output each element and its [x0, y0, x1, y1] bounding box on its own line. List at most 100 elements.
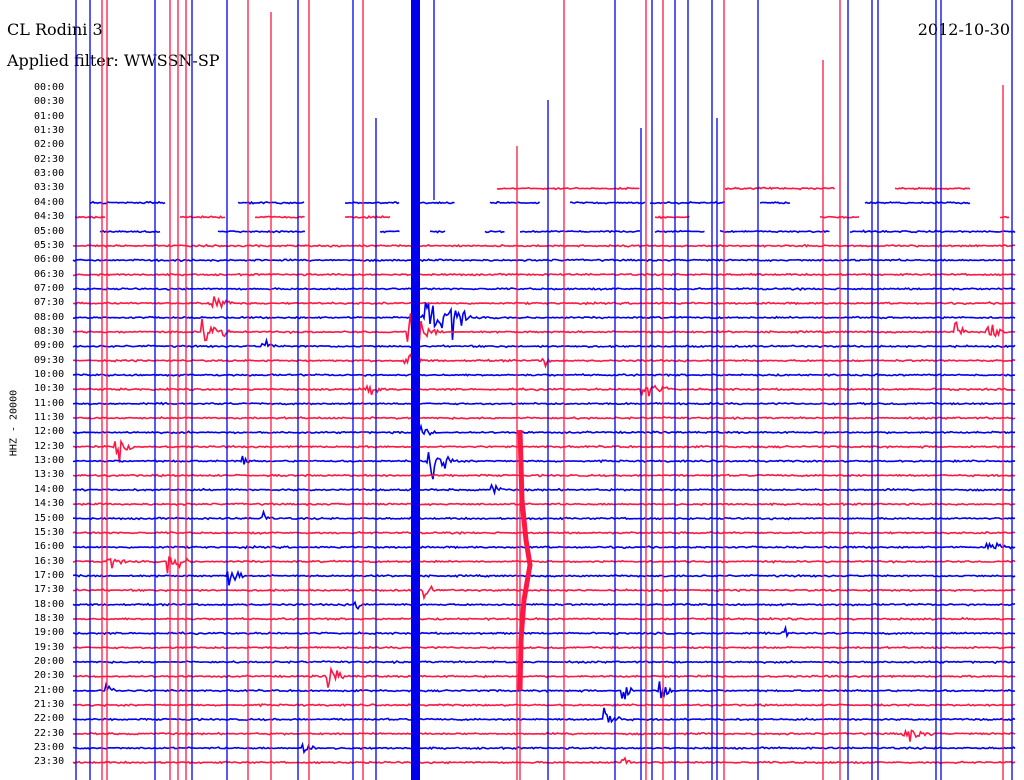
time-label: 20:30 [34, 670, 65, 682]
trace-line [73, 353, 1016, 369]
time-label: 21:30 [34, 699, 65, 711]
time-label: 19:00 [34, 627, 65, 639]
trace-line [850, 229, 1016, 234]
trace-line [999, 215, 1010, 219]
time-label: 07:00 [34, 282, 65, 294]
time-label: 04:30 [34, 211, 65, 223]
time-label: 14:30 [34, 498, 65, 510]
trace-line [72, 756, 1016, 765]
time-label: 02:00 [34, 139, 65, 151]
trace-line [344, 215, 391, 219]
time-label: 09:00 [34, 340, 65, 352]
trace-line [72, 616, 1016, 622]
trace-line [379, 230, 400, 234]
trace-line [344, 201, 400, 205]
event-trace [517, 429, 533, 691]
time-label: 17:00 [34, 569, 65, 581]
time-label: 06:00 [34, 254, 65, 266]
time-label: 15:30 [34, 526, 65, 538]
trace-line [72, 438, 1016, 463]
time-label: 08:30 [34, 325, 65, 337]
trace-line [72, 337, 1016, 349]
trace-line [72, 423, 1016, 437]
trace-line [759, 201, 791, 205]
station-title: CL Rodini 3 [7, 20, 103, 39]
trace-line [72, 530, 1016, 535]
trace-line [72, 659, 1016, 665]
trace-line [496, 186, 640, 191]
earthquake-band [411, 0, 420, 780]
time-label: 05:00 [34, 225, 65, 237]
time-label: 16:00 [34, 541, 65, 553]
trace-line [72, 741, 1016, 755]
time-label: 21:00 [34, 684, 65, 696]
trace-line [72, 302, 1016, 340]
trace-line [72, 600, 1016, 610]
trace-line [72, 666, 1016, 688]
time-label: 13:00 [34, 455, 65, 467]
time-label: 18:00 [34, 598, 65, 610]
trace-line [519, 229, 641, 234]
trace-line [72, 707, 1016, 724]
trace-line [419, 201, 455, 205]
trace-line [719, 229, 830, 234]
trace-line [179, 215, 226, 219]
time-label: 20:00 [34, 656, 65, 667]
trace-line [73, 383, 1016, 397]
trace-line [72, 541, 1016, 551]
trace-line [72, 482, 1016, 496]
trace-line [72, 287, 1016, 292]
trace-line [72, 624, 1016, 639]
time-label: 00:00 [34, 82, 65, 93]
time-label: 00:30 [34, 96, 65, 108]
time-label: 19:30 [34, 641, 65, 653]
time-label: 04:00 [34, 196, 65, 208]
time-label: 11:30 [34, 412, 65, 424]
time-label: 23:30 [34, 756, 65, 768]
trace-line [217, 229, 306, 234]
time-label: 22:00 [34, 713, 65, 725]
time-label: 10:30 [34, 383, 65, 395]
trace-line [72, 473, 1016, 478]
trace-line [99, 229, 161, 234]
trace-line [72, 502, 1016, 507]
time-label: 08:00 [34, 311, 65, 323]
trace-line [72, 272, 1016, 277]
trace-line [654, 215, 690, 220]
trace-line [864, 200, 971, 205]
trace-line [72, 258, 1015, 263]
trace-line [72, 584, 1016, 601]
time-label: 17:30 [34, 584, 65, 596]
trace-line [72, 313, 1016, 342]
time-label: 13:30 [34, 469, 65, 481]
trace-line [489, 200, 541, 205]
time-label: 12:00 [34, 426, 65, 438]
time-label: 03:00 [34, 168, 65, 180]
time-label: 15:00 [34, 512, 65, 524]
filter-label: Applied filter: WWSSN-SP [7, 51, 220, 70]
trace-line [894, 186, 971, 191]
time-label: 14:00 [34, 483, 65, 495]
trace-line [72, 509, 1016, 521]
time-label: 23:00 [34, 742, 65, 754]
trace-line [72, 556, 1016, 574]
trace-line [72, 703, 1016, 708]
time-label: 09:30 [34, 354, 65, 366]
trace-line [569, 201, 646, 205]
trace-line [73, 416, 1016, 421]
time-label: 01:30 [34, 125, 65, 137]
trace-line [72, 401, 1016, 406]
time-label: 03:30 [34, 182, 65, 194]
trace-line [254, 215, 305, 219]
time-label: 06:30 [34, 268, 65, 280]
trace-line [72, 373, 1016, 378]
trace-line [72, 296, 1016, 310]
trace-line [724, 186, 836, 191]
time-label: 02:30 [34, 153, 65, 165]
time-label: 18:30 [34, 612, 65, 624]
time-label: 07:30 [34, 297, 65, 309]
trace-line [430, 230, 446, 234]
time-label: 05:30 [34, 239, 65, 251]
